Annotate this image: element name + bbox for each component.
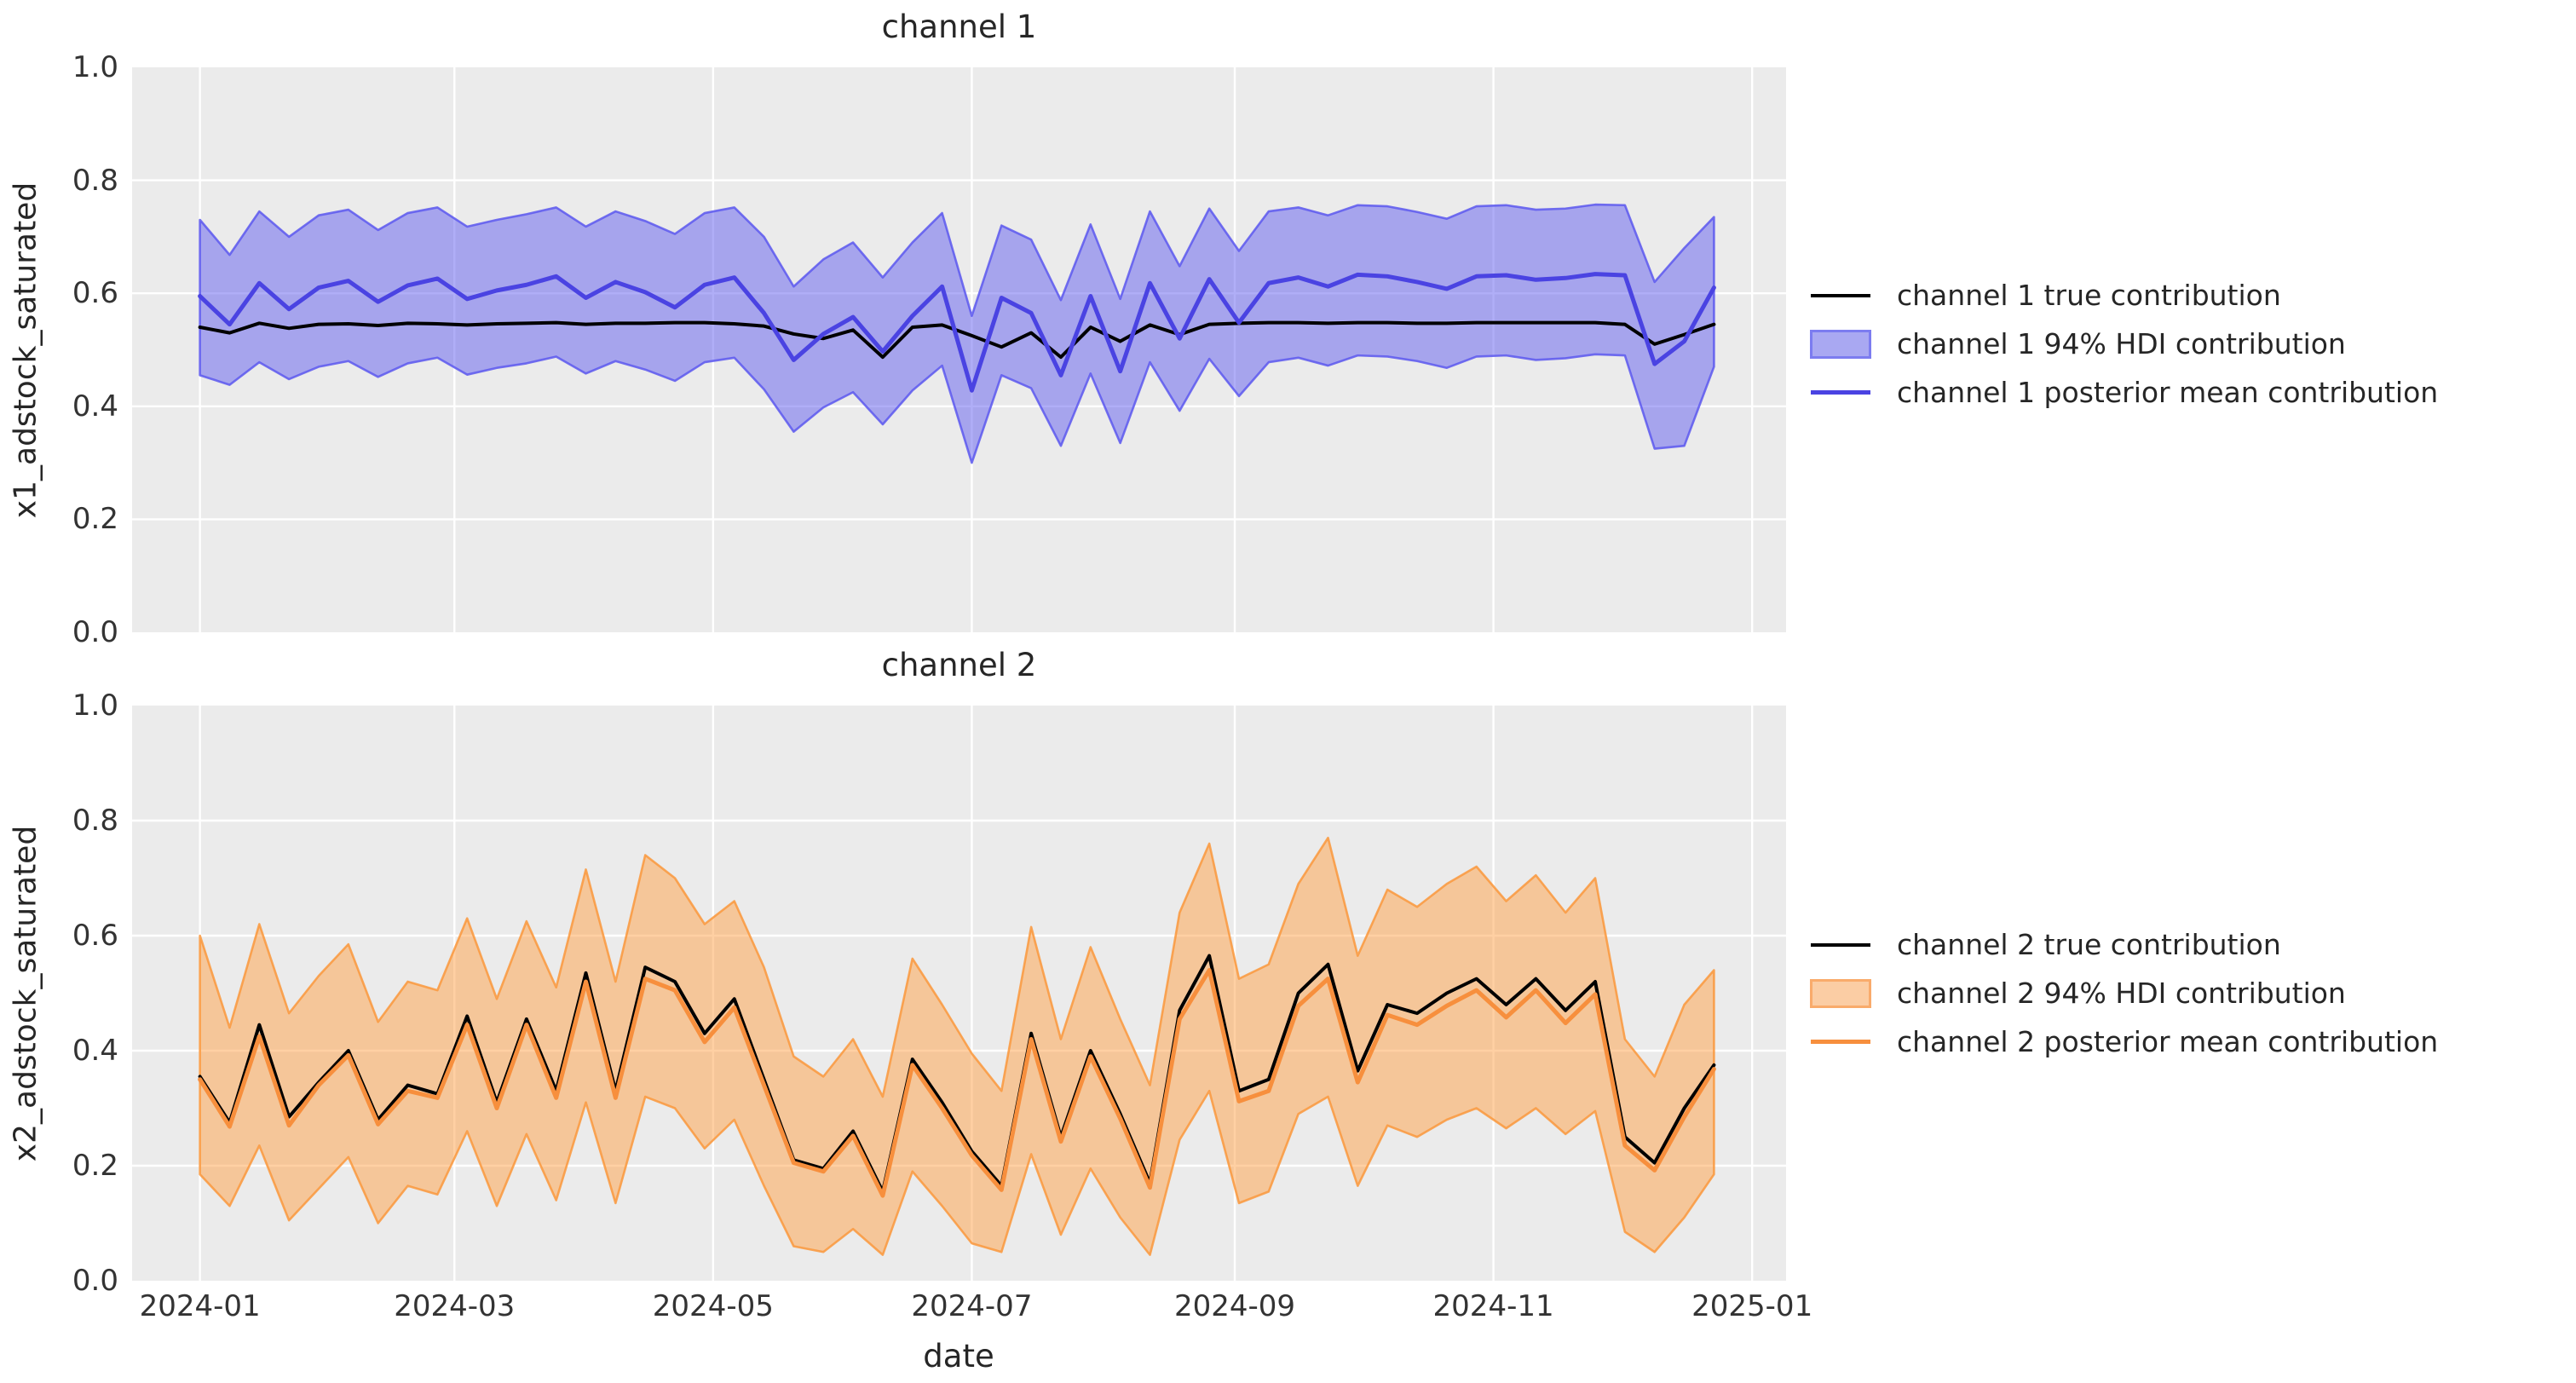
- y-tick-label: 0.8: [72, 163, 118, 198]
- x-tick-label: 2024-01: [139, 1289, 261, 1323]
- legend-item-label: channel 1 posterior mean contribution: [1897, 376, 2439, 409]
- posterior-mean-line: [198, 968, 1716, 1198]
- x-tick-label: 2024-07: [911, 1289, 1033, 1323]
- y-tick-label: 0.2: [72, 502, 118, 537]
- channel-2-chart-svg: [132, 706, 1786, 1281]
- true-contribution-line: [198, 320, 1716, 360]
- x-tick-label: 2024-05: [652, 1289, 774, 1323]
- legend-item-hdi: channel 1 94% HDI contribution: [1807, 320, 2438, 368]
- legend-item-true: channel 2 true contribution: [1807, 920, 2438, 969]
- legend-item-label: channel 2 posterior mean contribution: [1897, 1025, 2439, 1058]
- legend-item-label: channel 1 94% HDI contribution: [1897, 327, 2346, 360]
- true-contribution-line: [198, 954, 1716, 1194]
- hdi-band: [199, 836, 1715, 1256]
- x-tick-label: 2025-01: [1691, 1289, 1813, 1323]
- legend-item-posterior-mean: channel 1 posterior mean contribution: [1807, 368, 2438, 417]
- y-tick-label: 0.0: [72, 615, 118, 649]
- y-tick-label: 0.0: [72, 1264, 118, 1298]
- legend-channel-1: channel 1 true contribution channel 1 94…: [1807, 271, 2438, 417]
- y-tick-label: 0.4: [72, 1034, 118, 1068]
- legend-item-posterior-mean: channel 2 posterior mean contribution: [1807, 1017, 2438, 1066]
- legend-item-hdi: channel 2 94% HDI contribution: [1807, 969, 2438, 1017]
- y-tick-label: 0.6: [72, 276, 118, 311]
- y-tick-label: 0.8: [72, 804, 118, 838]
- y-tick-label: 0.6: [72, 919, 118, 953]
- x-tick-label: 2024-09: [1173, 1289, 1296, 1323]
- legend-item-label: channel 2 94% HDI contribution: [1897, 977, 2346, 1010]
- chart-title-channel-1: channel 1: [881, 9, 1037, 45]
- legend-item-label: channel 2 true contribution: [1897, 928, 2281, 961]
- y-axis-label-channel-2: x2_adstock_saturated: [8, 825, 43, 1161]
- y-tick-label: 1.0: [72, 50, 118, 84]
- legend-channel-2: channel 2 true contribution channel 2 94…: [1807, 920, 2438, 1066]
- channel-1-chart-svg: [132, 67, 1786, 632]
- plot-area-channel-2: [132, 706, 1786, 1281]
- plot-area-channel-1: [132, 67, 1786, 632]
- y-tick-label: 0.2: [72, 1149, 118, 1183]
- y-tick-label: 1.0: [72, 689, 118, 723]
- hdi-patch-swatch: [1807, 329, 1875, 359]
- posterior-mean-line-swatch: [1807, 390, 1875, 395]
- x-axis-label: date: [923, 1338, 994, 1374]
- posterior-mean-line-swatch: [1807, 1040, 1875, 1044]
- chart-title-channel-2: channel 2: [881, 647, 1037, 683]
- legend-item-true: channel 1 true contribution: [1807, 271, 2438, 320]
- hdi-patch-swatch: [1807, 978, 1875, 1008]
- y-tick-label: 0.4: [72, 389, 118, 424]
- true-line-swatch: [1807, 293, 1875, 297]
- x-tick-label: 2024-11: [1432, 1289, 1554, 1323]
- y-axis-label-channel-1: x1_adstock_saturated: [8, 182, 43, 518]
- x-tick-label: 2024-03: [394, 1289, 516, 1323]
- posterior-mean-line: [198, 272, 1716, 393]
- legend-item-label: channel 1 true contribution: [1897, 279, 2281, 312]
- true-line-swatch: [1807, 942, 1875, 947]
